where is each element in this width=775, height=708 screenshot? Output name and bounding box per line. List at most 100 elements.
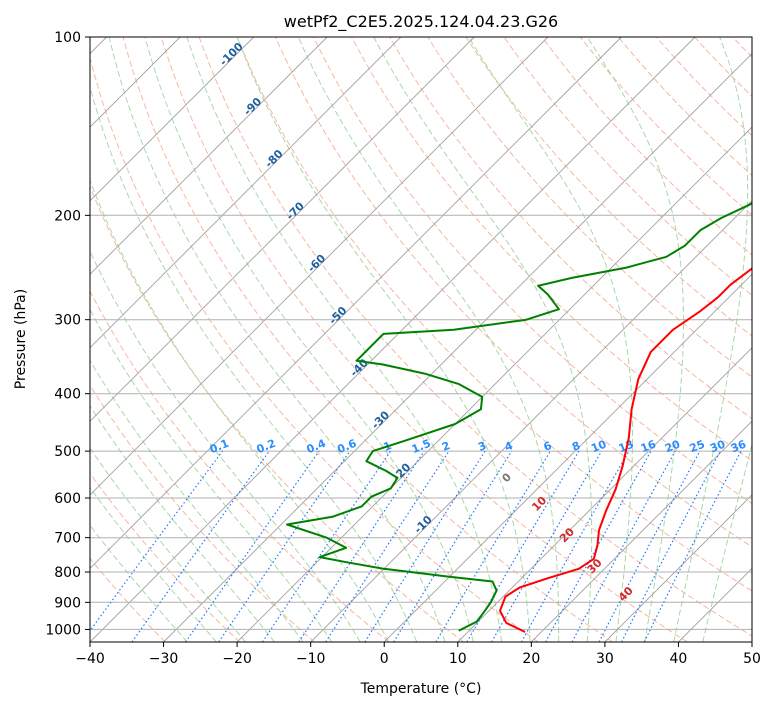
y-tick-label: 700 [54,531,81,547]
dry-adiabat-label: -50 [326,304,349,327]
dry-adiabat-label: -20 [390,460,413,483]
mixing-ratio-line [185,450,320,642]
dry-adiabat-label: -60 [305,251,328,274]
y-tick-label: 400 [54,387,81,403]
dry-adiabat-line [389,37,752,420]
dry-adiabat-label: -10 [412,513,435,536]
isotherm-line [236,126,752,642]
mixing-ratio-label: 8 [570,439,582,454]
dry-adiabat-line [160,37,688,642]
dry-adiabat-line [427,37,752,378]
mixing-ratio-label: 0.2 [255,437,278,456]
isotherm-line [751,641,752,642]
x-tick-label: 50 [743,651,761,667]
x-tick-label: 0 [380,651,389,667]
mixing-ratio-line [261,450,391,642]
dry-adiabat-line [236,37,752,592]
mixing-ratio-line [435,450,552,642]
x-tick-label: −10 [296,651,326,667]
isotherm-line [457,347,752,642]
dry-adiabat-line [90,185,464,642]
moist-adiabat-line [108,37,446,642]
mixing-ratio-label: 20 [663,437,682,455]
mixing-ratio-line [298,450,425,642]
profile-series [286,202,752,633]
mixing-ratio-label: 0.6 [335,437,358,456]
dry-adiabat-line [90,290,390,642]
y-tick-label: 500 [54,444,81,460]
mixing-ratio-line [325,450,450,642]
isotherm-line [90,37,696,642]
dry-adiabat-label: -40 [348,356,371,379]
dry-adiabat-line [313,37,752,505]
isotherm-line [163,52,752,642]
y-axis-title: Pressure (hPa) [13,289,29,389]
moist-adiabat-label: 40 [616,584,636,604]
line-labels: 0.1 0.2 0.4 0.6 1 1.5 2 3 4 6 8 10 13 16 20 25 30 36-100-… [208,40,749,604]
moist-adiabat-line [373,37,593,642]
mixing-ratio-label: 30 [708,437,727,455]
x-axis-title: Temperature (°C) [360,681,482,697]
mixing-ratio-line [364,450,486,642]
y-tick-label: 800 [54,565,81,581]
mixing-ratio-label: 2 [440,439,452,454]
moist-adiabat-line [90,179,389,642]
dry-adiabat-label: -70 [284,199,307,222]
y-tick-label: 200 [54,208,81,224]
isotherm-line [383,273,752,642]
moist-adiabat-line [186,37,503,642]
moist-adiabat-line [90,359,304,642]
moist-adiabat-line [90,405,275,642]
moist-adiabat-label: 10 [529,494,549,514]
mixing-ratio-label: 10 [589,437,608,455]
mixing-ratio-label: 0.1 [208,437,231,456]
moist-adiabat-label: 20 [557,525,577,545]
mixing-ratio-label: 3 [476,439,488,454]
dry-adiabat-line [90,384,315,642]
dry-adiabat-line [274,37,752,548]
dry-adiabat-line [694,37,752,98]
mixing-ratio-label: 25 [688,438,707,456]
dry-adiabat-line [351,37,752,462]
x-tick-label: 30 [596,651,614,667]
dry-adiabat-label: -80 [262,147,285,170]
isotherm-line [90,37,475,422]
dry-adiabat-label: -90 [241,95,264,118]
mixing-ratio-label: 16 [639,437,658,455]
isotherm-line [90,37,402,349]
moist-adiabat-line [90,85,418,642]
y-tick-label: 100 [54,30,81,46]
dry-adiabat-line [503,37,752,297]
dry-adiabat-line [90,472,241,642]
x-tick-label: −20 [222,651,252,667]
dry-adiabat-line [656,37,752,137]
moist-adiabat-line [297,37,560,642]
dry-adiabat-line [90,557,166,642]
mixing-ratio-line [520,450,630,642]
moist-adiabat-line [90,524,188,642]
moist-adiabat-line [468,37,633,642]
mixing-ratio-label: 0.4 [305,437,328,456]
moist-adiabat-line [90,486,217,642]
isotherm-line [90,37,549,496]
isotherm-line [310,200,752,642]
mixing-ratio-line [218,450,351,642]
mixing-ratio-line [545,450,652,642]
dry-adiabat-label: -100 [217,40,246,69]
mixing-ratio-line [90,450,223,632]
x-tick-label: 10 [449,651,467,667]
moist-adiabat-line [673,37,749,642]
dry-adiabat-line [122,37,613,642]
mixing-ratio-line [393,450,513,642]
dry-adiabat-label: -30 [369,408,392,431]
mixing-ratio-line [571,450,676,642]
y-tick-label: 300 [54,313,81,329]
mixing-ratio-label: 36 [729,437,748,455]
y-tick-label: 600 [54,491,81,507]
isotherm-line [604,494,752,642]
moist-adiabat-line [90,447,246,642]
mixing-ratio-line [643,450,742,642]
moist-adiabat-line [702,442,752,642]
dry-adiabat-line [465,37,752,337]
